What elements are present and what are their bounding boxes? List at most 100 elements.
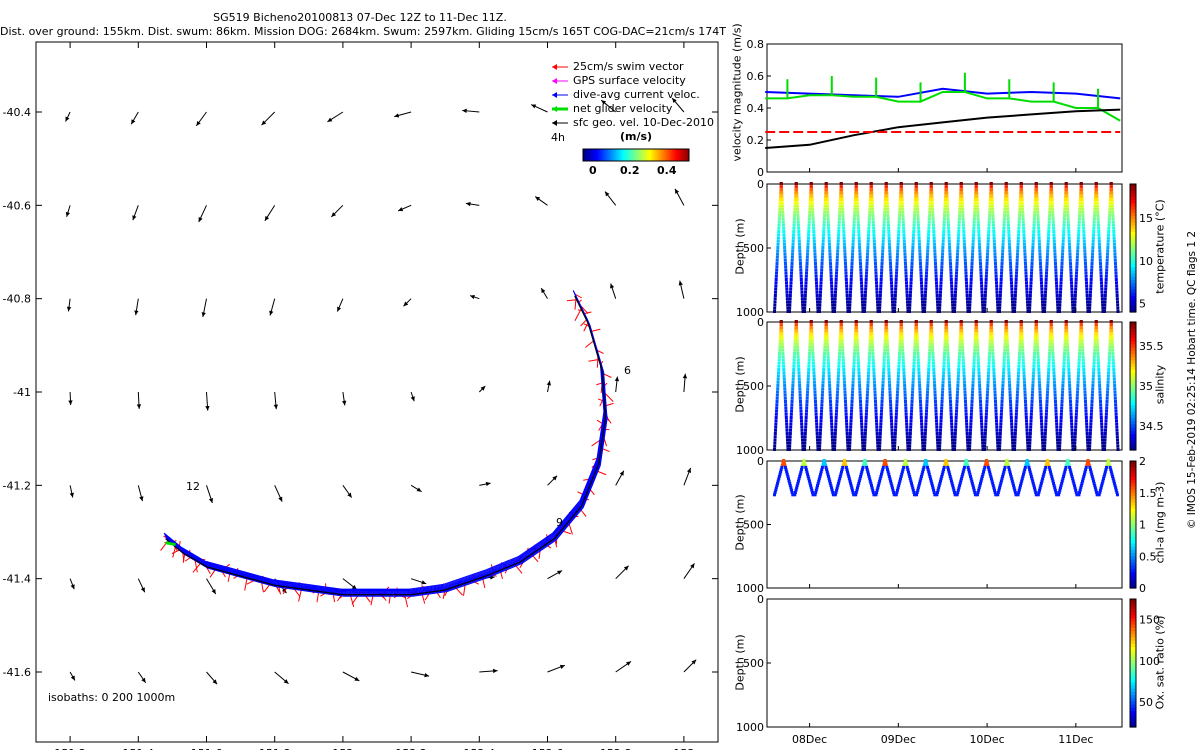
salinity-section-sample [905,422,909,426]
temperature-section-sample [904,268,908,272]
temperature-section-sample [976,210,980,214]
salinity-section-sample [909,428,913,432]
temperature-section-sample [833,306,837,310]
salinity-section-sample [1080,342,1084,346]
chla-section-sample [1112,479,1116,483]
salinity-section-sample [870,329,874,333]
salinity-section-sample [978,400,982,403]
salinity-section-sample [834,416,838,419]
salinity-section-sample [840,342,844,346]
salinity-section-sample [979,406,983,410]
temperature-section-sample [992,236,996,240]
chla-section-sample [824,465,828,469]
salinity-section-sample [1092,371,1096,375]
salinity-section-sample [1003,339,1007,343]
salinity-section-sample [785,428,789,432]
chla-section-sample [965,463,969,467]
temperature-section-sample [1095,198,1099,201]
salinity-section-sample [1097,368,1101,371]
temperature-section-sample [996,306,1000,310]
temperature-section-sample [821,242,825,246]
salinity-section-sample [800,435,804,439]
salinity-section-sample [793,339,797,343]
temperature-section-sample [855,198,859,201]
salinity-section-sample [806,390,810,394]
temperature-section-sample [845,300,849,304]
temperature-section-sample [774,290,778,294]
temperature-section-sample [925,255,929,259]
velocity-series [765,108,1121,149]
temperature-section-sample [777,220,781,224]
salinity-section-sample [845,422,849,426]
salinity-section-sample [866,374,870,378]
salinity-section-sample [870,339,874,343]
salinity-section-sample [1096,361,1100,365]
chla-section-sample [859,475,863,479]
temperature-section-sample [1031,246,1035,249]
temperature-section-sample [890,294,894,297]
salinity-section-sample [1003,345,1007,349]
colorbar-cell [593,149,595,161]
salinity-section-sample [853,352,857,355]
salinity-section-sample [1031,374,1035,378]
temperature-section-sample [1095,191,1099,195]
salinity-section-sample [1013,444,1017,448]
temperature-section-sample [1055,284,1059,288]
chla-section-sample [1113,484,1117,488]
temperature-section-sample [945,194,949,198]
chla-section-sample [1012,486,1016,490]
legend-dive-avg: dive-avg current veloc. [573,88,700,101]
temperature-section-sample [1111,223,1115,227]
temperature-section-sample [911,242,915,246]
salinity-section-sample [872,380,876,384]
salinity-section-sample [805,406,809,410]
temperature-section-sample [1113,249,1117,253]
chla-section-sample [878,477,882,481]
geo-velocity-arrowhead [196,120,201,126]
chla-section-sample [953,493,957,497]
salinity-section-sample [1103,438,1107,442]
temperature-section-sample [971,236,975,240]
temperature-section-sample [1041,303,1045,307]
temperature-section-sample [820,255,824,259]
temperature-section-sample [1035,188,1039,192]
temperature-section-sample [798,258,802,262]
temperature-section-sample [1076,236,1080,240]
salinity-section-sample [1106,374,1110,378]
salinity-section-sample [829,419,833,423]
temperature-section-sample [1006,214,1010,217]
salinity-section-sample [969,422,973,426]
salinity-section-sample [1082,377,1086,381]
temperature-section-sample [1068,246,1072,249]
salinity-section-sample [811,355,815,359]
temperature-section-sample [1014,290,1018,294]
salinity-section-sample [1082,374,1086,378]
salinity-section-sample [872,364,876,368]
temperature-section-sample [1037,236,1041,240]
temperature-section-sample [871,223,875,227]
temperature-section-sample [1040,287,1044,291]
salinity-section-sample [1084,416,1088,419]
salinity-section-sample [904,412,908,416]
velocity-ytick-label: 0.4 [747,102,765,115]
temperature-section-colorbar-cell [1130,228,1136,233]
salinity-section-ytick-label: 0 [757,316,764,329]
temperature-section-sample [820,258,824,262]
colorbar-cell [594,149,596,161]
temperature-section-sample [793,210,797,214]
salinity-section-sample [784,416,788,419]
chla-section-sample [905,463,909,467]
temperature-section-sample [1109,185,1113,189]
chla-section-sample [1031,481,1035,485]
temperature-section-sample [918,255,922,259]
chla-section-sample [839,472,843,476]
chla-section-sample [898,479,902,483]
salinity-section-sample [893,444,897,448]
temperature-section-sample [844,271,848,275]
temperature-section-sample [926,246,930,249]
temperature-section-colorbar-cell [1130,276,1136,281]
salinity-section-sample [1073,448,1076,451]
temperature-section-sample [1021,207,1025,211]
salinity-section-sample [935,422,939,426]
temperature-section-sample [984,274,988,278]
